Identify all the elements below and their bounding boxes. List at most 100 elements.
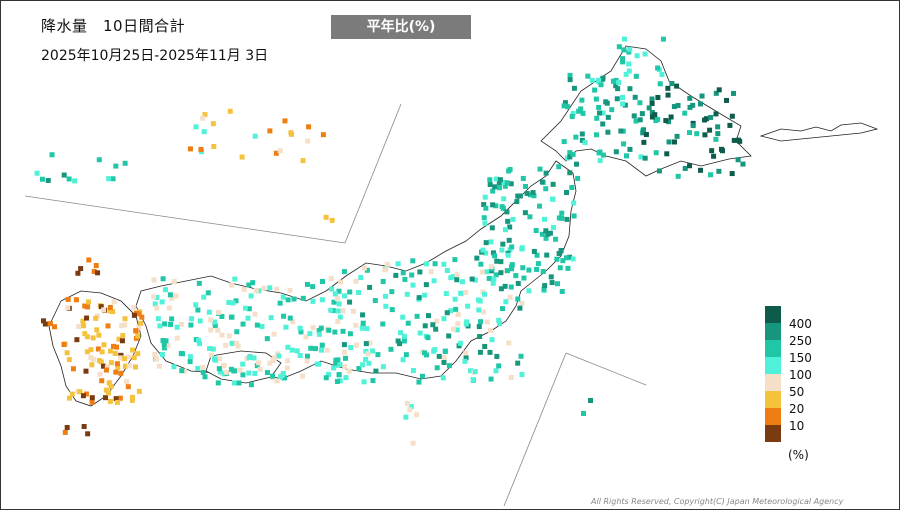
station-marker bbox=[76, 324, 82, 330]
station-marker bbox=[489, 225, 495, 231]
station-marker bbox=[252, 370, 258, 376]
station-marker bbox=[231, 368, 237, 374]
station-marker bbox=[114, 361, 120, 367]
station-marker bbox=[353, 278, 359, 284]
station-marker bbox=[633, 118, 639, 124]
station-marker bbox=[353, 342, 359, 348]
station-marker bbox=[655, 65, 661, 71]
station-marker bbox=[520, 175, 526, 181]
station-marker bbox=[201, 294, 207, 300]
station-marker bbox=[195, 365, 201, 371]
station-marker bbox=[537, 203, 543, 209]
station-marker bbox=[487, 327, 493, 333]
station-marker bbox=[223, 369, 229, 375]
station-marker bbox=[216, 309, 222, 315]
station-marker bbox=[118, 355, 124, 361]
station-marker bbox=[343, 355, 349, 361]
station-marker bbox=[530, 190, 536, 196]
station-marker bbox=[474, 255, 480, 261]
station-marker bbox=[740, 161, 746, 167]
station-marker bbox=[668, 114, 674, 120]
station-marker bbox=[409, 272, 415, 278]
station-marker bbox=[615, 86, 621, 92]
station-marker bbox=[422, 350, 428, 356]
station-marker bbox=[240, 361, 246, 367]
station-marker bbox=[578, 106, 584, 112]
station-marker bbox=[380, 321, 386, 327]
station-marker bbox=[649, 96, 655, 102]
station-marker bbox=[273, 150, 279, 156]
station-marker bbox=[77, 389, 83, 395]
station-markers bbox=[34, 36, 746, 446]
station-marker bbox=[504, 209, 510, 215]
station-marker bbox=[195, 338, 201, 344]
station-marker bbox=[642, 155, 648, 161]
station-marker bbox=[490, 280, 496, 286]
station-marker bbox=[395, 338, 401, 344]
station-marker bbox=[367, 340, 373, 346]
station-marker bbox=[448, 308, 454, 314]
station-marker bbox=[690, 123, 696, 129]
station-marker bbox=[663, 118, 669, 124]
station-marker bbox=[410, 258, 416, 264]
station-marker bbox=[400, 314, 406, 320]
station-marker bbox=[372, 298, 378, 304]
legend-label: 150 bbox=[789, 351, 812, 365]
station-marker bbox=[98, 304, 104, 310]
station-marker bbox=[518, 353, 524, 359]
station-marker bbox=[444, 310, 450, 316]
station-marker bbox=[96, 357, 102, 363]
station-marker bbox=[405, 320, 411, 326]
station-marker bbox=[179, 368, 185, 374]
station-marker bbox=[193, 124, 199, 130]
station-marker bbox=[422, 323, 428, 329]
station-marker bbox=[481, 215, 487, 221]
station-marker bbox=[162, 345, 168, 351]
station-marker bbox=[481, 309, 487, 315]
station-marker bbox=[434, 318, 440, 324]
station-marker bbox=[524, 190, 530, 196]
station-marker bbox=[163, 338, 169, 344]
station-marker bbox=[463, 290, 469, 296]
station-marker bbox=[61, 342, 67, 348]
station-marker bbox=[400, 270, 406, 276]
station-marker bbox=[497, 177, 503, 183]
station-marker bbox=[124, 379, 130, 385]
station-marker bbox=[193, 302, 199, 308]
station-marker bbox=[521, 275, 527, 281]
station-marker bbox=[319, 278, 325, 284]
station-marker bbox=[687, 130, 693, 136]
station-marker bbox=[562, 100, 568, 106]
station-marker bbox=[623, 71, 629, 77]
station-marker bbox=[458, 290, 464, 296]
station-marker bbox=[627, 46, 633, 52]
station-marker bbox=[130, 347, 136, 353]
station-marker bbox=[472, 369, 478, 375]
station-marker bbox=[89, 395, 95, 401]
station-marker bbox=[270, 358, 276, 364]
station-marker bbox=[655, 116, 661, 122]
station-marker bbox=[452, 296, 458, 302]
station-marker bbox=[616, 44, 622, 50]
station-marker bbox=[324, 347, 330, 353]
station-marker bbox=[208, 327, 214, 333]
station-marker bbox=[346, 368, 352, 374]
station-marker bbox=[501, 179, 507, 185]
station-marker bbox=[118, 352, 124, 358]
station-marker bbox=[135, 351, 141, 357]
station-marker bbox=[307, 331, 313, 337]
station-marker bbox=[100, 363, 106, 369]
station-marker bbox=[237, 367, 243, 373]
station-marker bbox=[600, 76, 606, 82]
station-marker bbox=[338, 279, 344, 285]
station-marker bbox=[389, 289, 395, 295]
station-marker bbox=[227, 108, 233, 114]
station-marker bbox=[117, 395, 123, 401]
station-marker bbox=[487, 349, 493, 355]
station-marker bbox=[126, 354, 132, 360]
station-marker bbox=[708, 172, 714, 178]
station-marker bbox=[454, 277, 460, 283]
station-marker bbox=[571, 213, 577, 219]
station-marker bbox=[310, 298, 316, 304]
station-marker bbox=[342, 364, 348, 370]
